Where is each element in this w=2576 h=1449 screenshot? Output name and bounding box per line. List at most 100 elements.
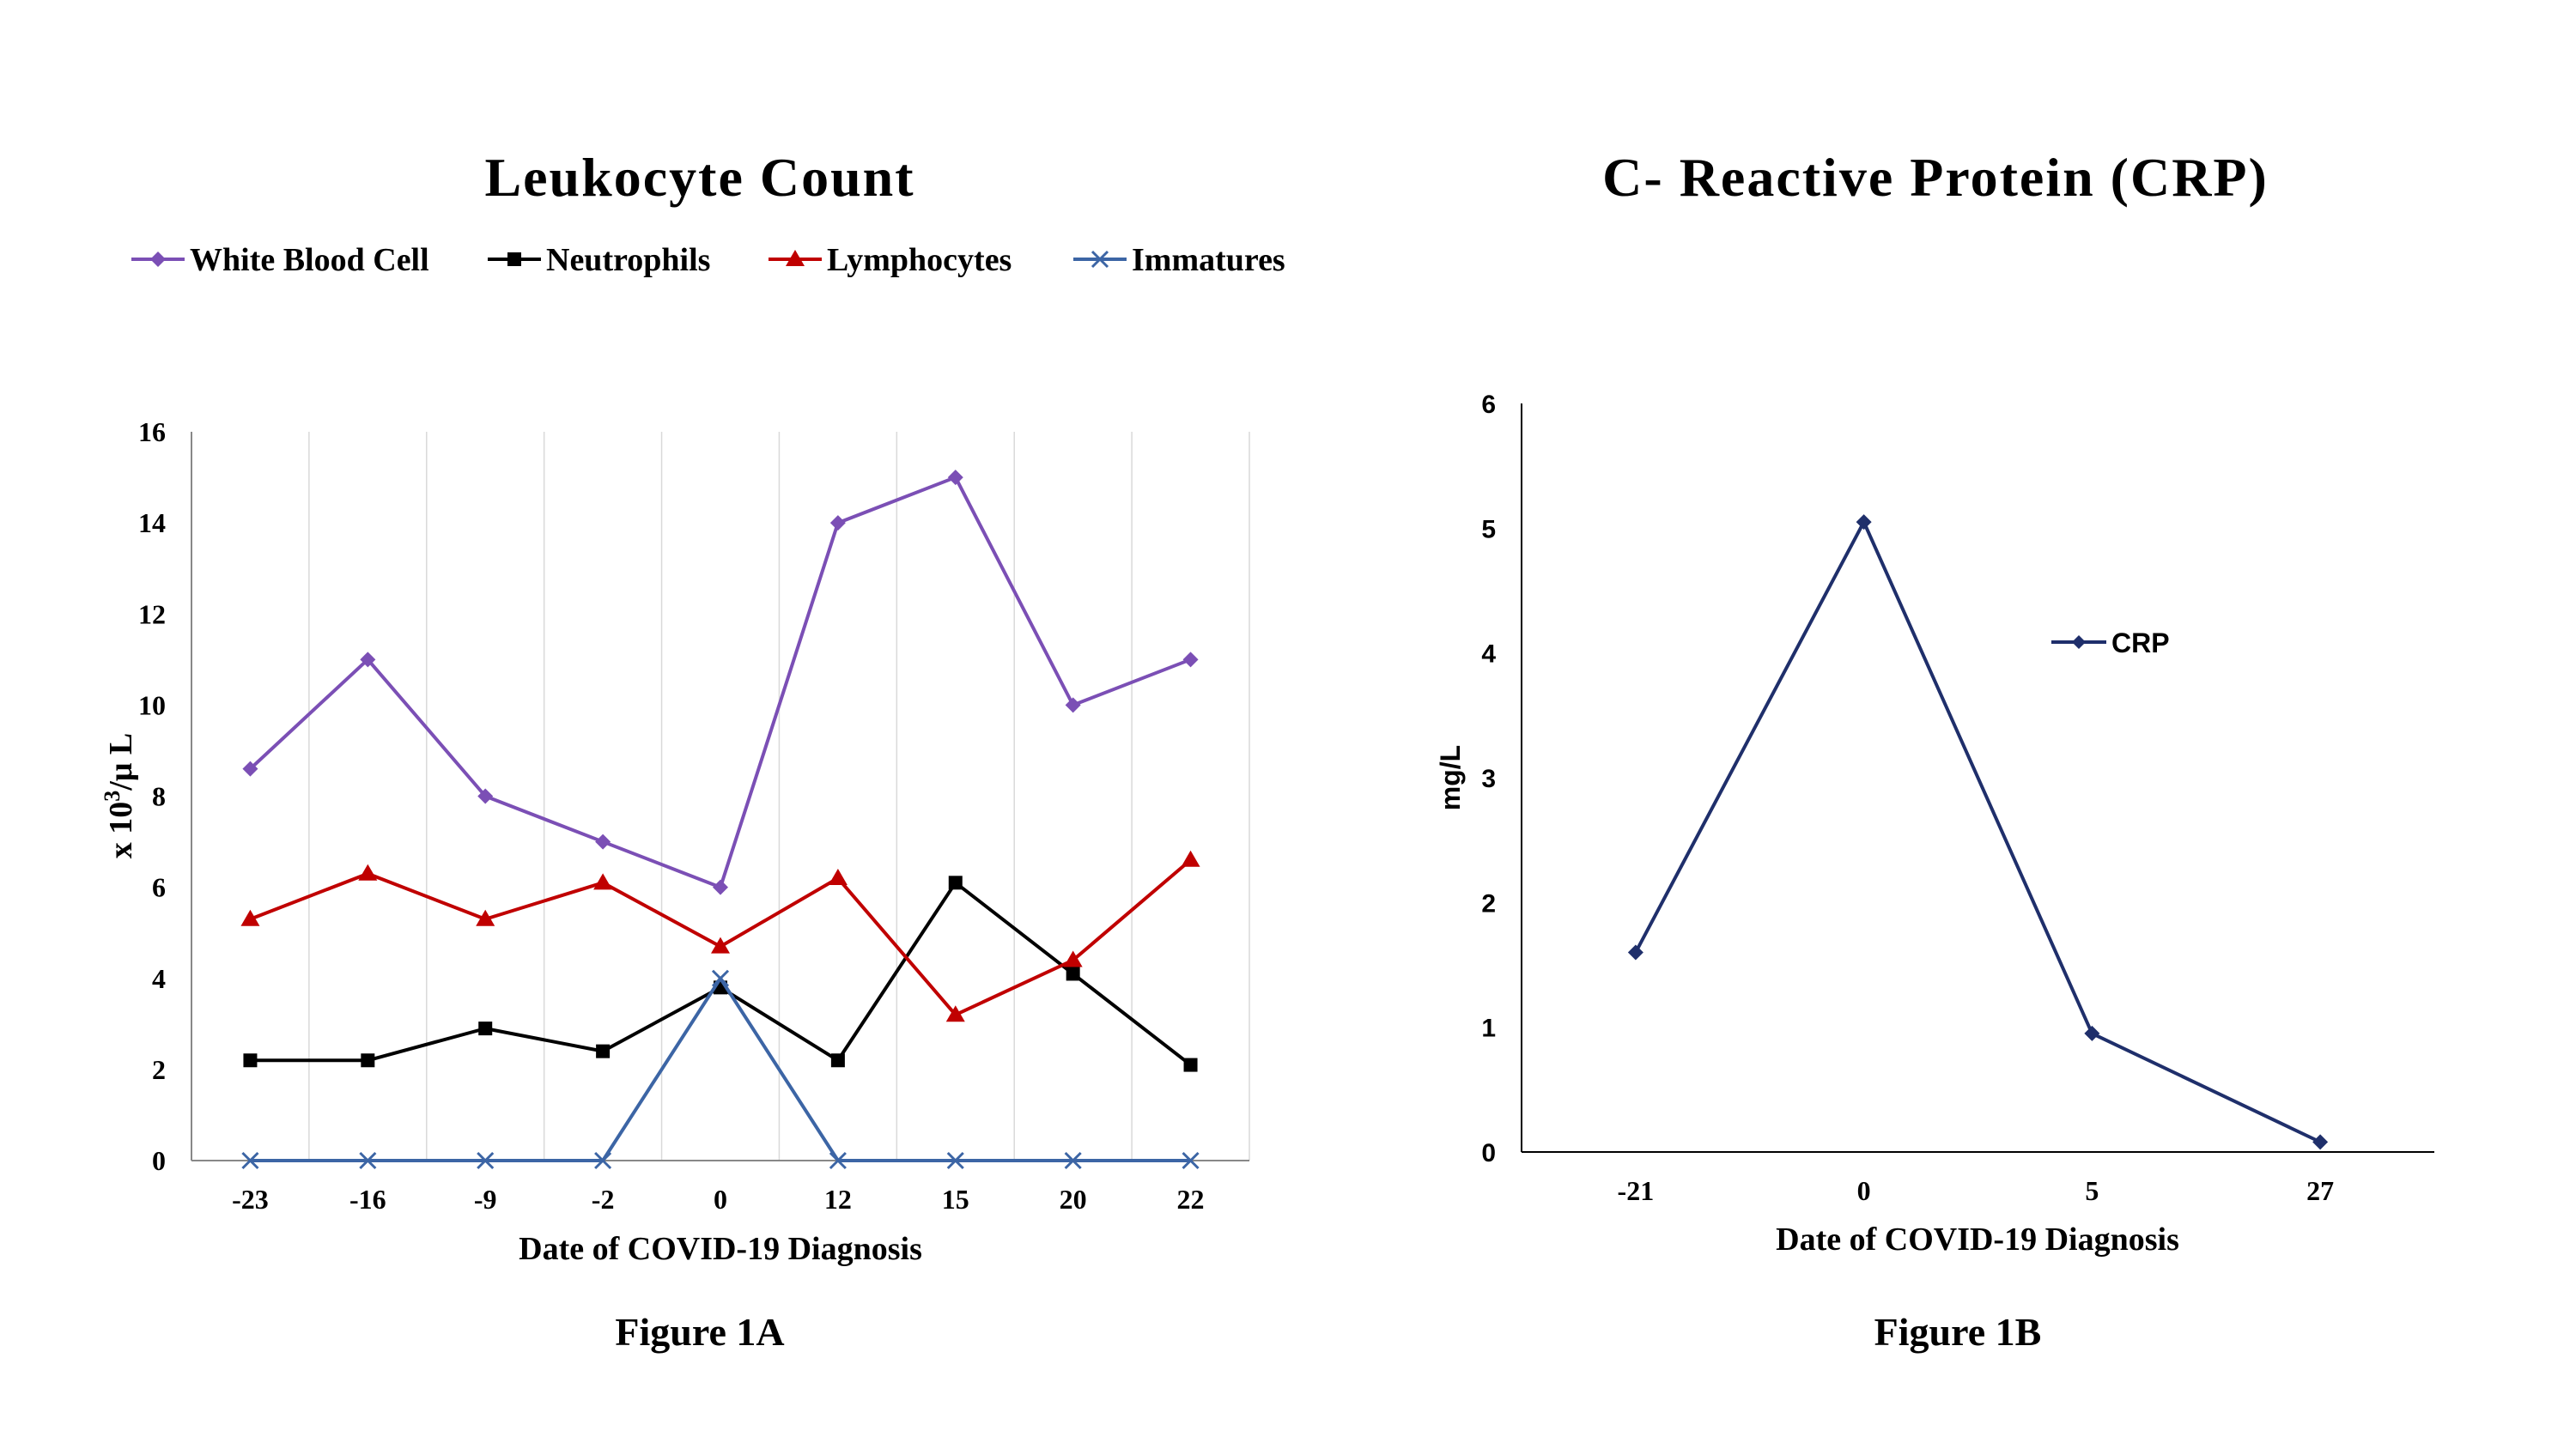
chart-a-series-line-0 <box>249 476 1192 889</box>
chart-b-x-tick-label: 5 <box>2085 1175 2099 1206</box>
chart-a-legend: White Blood Cell Neutrophils Lymphocytes Im… <box>131 242 1285 278</box>
chart-a-point-3-2-stroke-2 <box>477 1151 495 1170</box>
chart-a-series <box>240 470 1200 1170</box>
chart-b-caption: Figure 1B <box>1874 1310 2042 1354</box>
chart-a-x-tick-label: 15 <box>942 1184 969 1215</box>
chart-a-point-0-4 <box>713 879 728 895</box>
chart-a-legend-marker-3 <box>1091 250 1109 269</box>
crp-chart: C- Reactive Protein (CRP) 0 1 2 3 4 5 6 -21 0 5 2… <box>1435 147 2434 1354</box>
chart-a-point-3-2 <box>477 1151 495 1170</box>
chart-a-point-3-0 <box>241 1151 259 1170</box>
chart-a-point-2-3 <box>593 873 613 890</box>
chart-a-point-0-0 <box>242 761 258 777</box>
chart-a-legend-item-1: Neutrophils <box>488 242 710 278</box>
chart-b-y-tick-label: 2 <box>1481 889 1496 918</box>
chart-b-legend-marker-0 <box>2072 635 2086 649</box>
chart-b-y-tick-label: 6 <box>1481 391 1496 419</box>
chart-a-legend-label-3: Immatures <box>1132 242 1285 278</box>
chart-a-legend-marker-0 <box>150 252 166 267</box>
chart-a-legend-marker-2 <box>786 250 805 266</box>
chart-a-point-2-8 <box>1181 850 1200 867</box>
chart-a-point-3-5 <box>829 1151 847 1170</box>
chart-b-series <box>1627 514 2329 1150</box>
chart-a-point-1-5 <box>830 1053 845 1068</box>
chart-b-point-0-0 <box>1627 944 1643 961</box>
chart-b-point-0-1 <box>1856 514 1872 530</box>
chart-b-y-tick-label: 5 <box>1481 515 1496 543</box>
chart-a-point-1-7 <box>1066 967 1080 981</box>
chart-a-y-ticks: 0 2 4 6 8 10 12 14 16 <box>138 416 166 1176</box>
chart-a-y-tick-label: 4 <box>152 963 166 994</box>
chart-b-point-0-2 <box>2084 1025 2100 1041</box>
chart-b-x-tick-label: -21 <box>1618 1175 1655 1206</box>
chart-a-x-tick-label: -9 <box>474 1184 497 1215</box>
chart-a-legend-label-2: Lymphocytes <box>827 242 1012 278</box>
chart-a-point-1-2 <box>478 1022 493 1036</box>
chart-a-legend-item-3: Immatures <box>1073 242 1285 278</box>
chart-a-point-3-7-stroke-2 <box>1064 1151 1082 1170</box>
chart-a-y-tick-label: 16 <box>138 416 166 447</box>
chart-a-point-1-8 <box>1183 1058 1198 1072</box>
chart-a-point-1-3 <box>596 1044 611 1058</box>
chart-a-point-3-6-stroke-2 <box>946 1151 964 1170</box>
chart-a-x-tick-label: 20 <box>1060 1184 1087 1215</box>
y-label-superscript: 3 <box>100 791 125 802</box>
chart-b-y-ticks: 0 1 2 3 4 5 6 <box>1481 391 1496 1167</box>
chart-a-x-tick-label: -16 <box>349 1184 386 1215</box>
chart-a-point-3-8 <box>1182 1151 1200 1170</box>
chart-a-y-tick-label: 14 <box>138 507 166 538</box>
chart-a-point-0-1 <box>360 652 376 668</box>
chart-a-point-0-7 <box>1065 697 1081 713</box>
chart-b-legend-item-0: CRP <box>2051 627 2170 658</box>
chart-a-y-tick-label: 12 <box>138 598 166 629</box>
chart-b-y-tick-label: 3 <box>1481 765 1496 793</box>
chart-a-point-2-2 <box>476 909 495 926</box>
chart-a-point-0-8 <box>1182 652 1199 668</box>
chart-a-gridlines <box>308 432 1250 1161</box>
chart-a-point-1-1 <box>361 1053 375 1068</box>
chart-b-legend: CRP <box>2051 627 2170 658</box>
chart-a-y-tick-label: 0 <box>152 1145 166 1176</box>
chart-a-x-tick-label: -23 <box>232 1184 269 1215</box>
chart-a-point-2-5 <box>828 869 848 886</box>
chart-a-point-2-4 <box>711 937 730 954</box>
leukocyte-chart: Leukocyte Count White Blood Cell Neutroph… <box>100 147 1285 1354</box>
chart-a-series-line-1 <box>250 881 1192 1067</box>
chart-a-x-tick-label: -2 <box>592 1184 615 1215</box>
chart-a-legend-item-0: White Blood Cell <box>131 242 429 278</box>
chart-a-y-tick-label: 2 <box>152 1054 166 1085</box>
chart-b-y-tick-label: 1 <box>1481 1015 1496 1043</box>
chart-a-point-3-0-stroke-2 <box>241 1151 259 1170</box>
chart-b-y-tick-label: 4 <box>1481 640 1496 669</box>
chart-a-point-3-4 <box>711 969 730 987</box>
chart-a-caption: Figure 1A <box>615 1310 784 1354</box>
chart-b-x-tick-label: 0 <box>1857 1175 1871 1206</box>
chart-b-y-tick-label: 0 <box>1481 1139 1496 1167</box>
chart-a-y-tick-label: 8 <box>152 781 166 812</box>
chart-a-point-0-5 <box>829 515 846 531</box>
chart-a-y-tick-label: 10 <box>138 689 166 720</box>
chart-a-point-2-1 <box>358 864 378 881</box>
chart-a-point-3-5-stroke-2 <box>829 1151 847 1170</box>
chart-a-point-1-0 <box>243 1053 258 1068</box>
chart-b-title: C- Reactive Protein (CRP) <box>1602 147 2269 208</box>
chart-a-point-0-2 <box>477 788 494 804</box>
chart-a-point-2-0 <box>240 909 260 926</box>
chart-a-x-tick-label: 22 <box>1177 1184 1205 1215</box>
chart-a-x-ticks: -23 -16 -9 -2 0 12 15 20 22 <box>232 1184 1204 1215</box>
chart-a-y-tick-label: 6 <box>152 872 166 903</box>
chart-a-point-3-1 <box>359 1151 377 1170</box>
chart-a-legend-label-0: White Blood Cell <box>190 242 429 278</box>
chart-b-legend-label-0: CRP <box>2111 627 2170 658</box>
chart-a-point-3-3 <box>594 1151 612 1170</box>
chart-b-point-0-3 <box>2312 1134 2329 1150</box>
chart-a-title: Leukocyte Count <box>484 147 914 208</box>
y-label-unit: /μ L <box>103 733 139 791</box>
chart-a-point-3-3-stroke-2 <box>594 1151 612 1170</box>
chart-a-point-2-7 <box>1063 950 1083 967</box>
chart-b-series-line-0 <box>1634 520 2321 1144</box>
chart-a-point-2-6 <box>945 1005 965 1022</box>
chart-a-y-axis-label: x 103/μ L <box>100 733 139 858</box>
chart-b-x-ticks: -21 0 5 27 <box>1618 1175 2335 1206</box>
